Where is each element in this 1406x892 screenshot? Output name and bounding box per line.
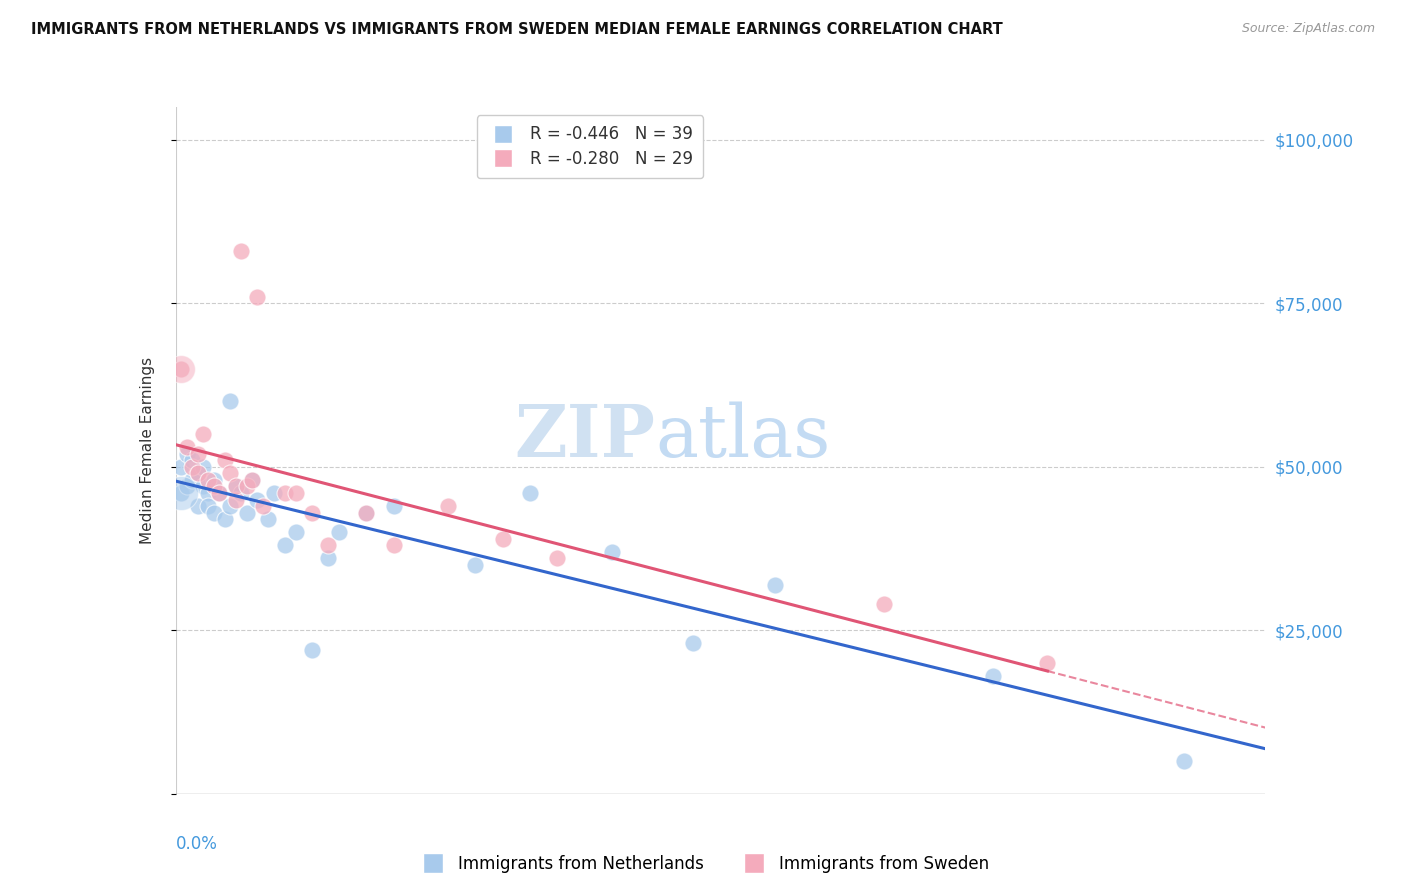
Point	[328, 525, 350, 540]
Point	[225, 479, 247, 493]
Point	[225, 479, 247, 493]
Point	[1173, 754, 1195, 768]
Point	[176, 479, 198, 493]
Point	[214, 453, 236, 467]
Point	[274, 486, 297, 500]
Legend: Immigrants from Netherlands, Immigrants from Sweden: Immigrants from Netherlands, Immigrants …	[411, 848, 995, 880]
Point	[197, 486, 219, 500]
Point	[318, 551, 340, 566]
Legend: R = -0.446   N = 39, R = -0.280   N = 29: R = -0.446 N = 39, R = -0.280 N = 29	[477, 115, 703, 178]
Point	[284, 525, 307, 540]
Point	[231, 244, 253, 258]
Point	[208, 486, 231, 500]
Point	[235, 506, 257, 520]
Point	[301, 643, 323, 657]
Point	[176, 440, 198, 454]
Point	[225, 492, 247, 507]
Point	[181, 459, 204, 474]
Point	[202, 479, 225, 493]
Point	[263, 486, 285, 500]
Point	[981, 669, 1004, 683]
Point	[170, 486, 193, 500]
Point	[274, 538, 297, 552]
Point	[219, 394, 242, 409]
Point	[170, 459, 193, 474]
Point	[492, 532, 515, 546]
Point	[240, 473, 263, 487]
Point	[546, 551, 568, 566]
Point	[191, 479, 214, 493]
Point	[356, 506, 378, 520]
Point	[208, 486, 231, 500]
Point	[252, 499, 274, 513]
Point	[382, 499, 405, 513]
Point	[231, 486, 253, 500]
Point	[873, 597, 896, 611]
Point	[186, 499, 209, 513]
Point	[214, 512, 236, 526]
Point	[382, 538, 405, 552]
Text: Source: ZipAtlas.com: Source: ZipAtlas.com	[1241, 22, 1375, 36]
Point	[170, 361, 193, 376]
Point	[240, 473, 263, 487]
Point	[181, 473, 204, 487]
Point	[219, 499, 242, 513]
Y-axis label: Median Female Earnings: Median Female Earnings	[141, 357, 155, 544]
Point	[246, 290, 269, 304]
Text: atlas: atlas	[655, 401, 831, 472]
Point	[519, 486, 541, 500]
Point	[176, 447, 198, 461]
Point	[186, 467, 209, 481]
Point	[257, 512, 280, 526]
Point	[356, 506, 378, 520]
Point	[437, 499, 460, 513]
Point	[219, 467, 242, 481]
Text: ZIP: ZIP	[515, 401, 655, 472]
Point	[763, 577, 786, 591]
Point	[186, 467, 209, 481]
Point	[181, 453, 204, 467]
Point	[1036, 656, 1059, 670]
Point	[246, 492, 269, 507]
Point	[191, 427, 214, 442]
Point	[600, 545, 623, 559]
Point	[318, 538, 340, 552]
Point	[235, 479, 257, 493]
Point	[301, 506, 323, 520]
Point	[186, 447, 209, 461]
Point	[191, 459, 214, 474]
Point	[170, 486, 193, 500]
Point	[202, 506, 225, 520]
Point	[464, 558, 486, 572]
Point	[197, 473, 219, 487]
Text: IMMIGRANTS FROM NETHERLANDS VS IMMIGRANTS FROM SWEDEN MEDIAN FEMALE EARNINGS COR: IMMIGRANTS FROM NETHERLANDS VS IMMIGRANT…	[31, 22, 1002, 37]
Text: 0.0%: 0.0%	[176, 835, 218, 853]
Point	[197, 499, 219, 513]
Point	[284, 486, 307, 500]
Point	[682, 636, 704, 650]
Point	[202, 473, 225, 487]
Point	[170, 361, 193, 376]
